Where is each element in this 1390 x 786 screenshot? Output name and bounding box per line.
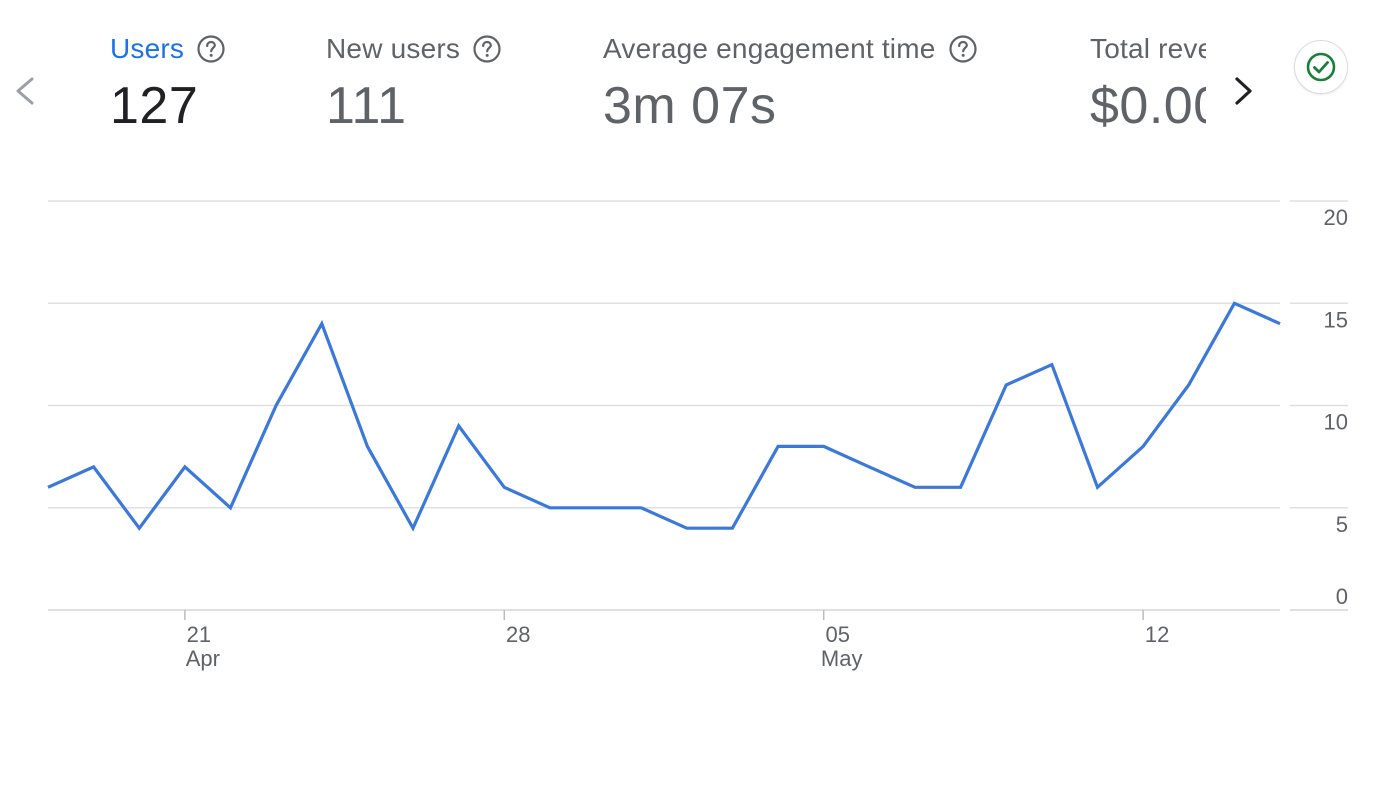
metric-label: Average engagement time bbox=[603, 33, 936, 64]
metric-average-engagement-time[interactable]: Average engagement time 3m 07s bbox=[603, 26, 978, 136]
metric-users[interactable]: Users 127 bbox=[110, 26, 226, 136]
x-tick-label-day: 21 bbox=[187, 622, 211, 647]
y-tick-label: 15 bbox=[1324, 307, 1348, 332]
data-status-badge[interactable] bbox=[1294, 40, 1348, 94]
next-metrics-button[interactable] bbox=[1226, 72, 1260, 110]
y-tick-label: 0 bbox=[1336, 584, 1348, 609]
help-circle-icon[interactable] bbox=[472, 34, 502, 64]
metric-value: 111 bbox=[326, 77, 407, 135]
x-tick-label-day: 05 bbox=[825, 622, 849, 647]
x-tick-label-day: 12 bbox=[1145, 622, 1169, 647]
y-tick-label: 5 bbox=[1336, 512, 1348, 537]
chevron-left-icon bbox=[16, 77, 34, 105]
metric-new-users[interactable]: New users 111 bbox=[326, 26, 502, 136]
metric-label: Users bbox=[110, 33, 185, 64]
metric-total-revenue[interactable]: Total revenue $0.00 bbox=[1090, 26, 1206, 136]
x-tick-label-month: May bbox=[821, 646, 863, 671]
help-circle-icon[interactable] bbox=[196, 34, 226, 64]
metric-value: 3m 07s bbox=[603, 77, 777, 135]
users-series-line bbox=[47, 301, 1281, 532]
y-tick-label: 10 bbox=[1324, 410, 1348, 435]
x-tick-label-month: Apr bbox=[186, 646, 220, 671]
metric-value: 127 bbox=[110, 77, 199, 135]
metric-label: New users bbox=[326, 33, 461, 64]
chevron-right-icon bbox=[1235, 77, 1252, 105]
metric-cards-strip: Users 127 New users 111 Average engageme… bbox=[110, 26, 1206, 146]
check-circle-icon bbox=[1306, 52, 1336, 82]
y-tick-label: 20 bbox=[1324, 205, 1348, 230]
x-tick-label-day: 28 bbox=[506, 622, 530, 647]
metric-label: Total revenue bbox=[1090, 33, 1206, 64]
help-circle-icon[interactable] bbox=[948, 34, 978, 64]
previous-metrics-button[interactable] bbox=[8, 72, 42, 110]
metric-value: $0.00 bbox=[1090, 77, 1206, 135]
